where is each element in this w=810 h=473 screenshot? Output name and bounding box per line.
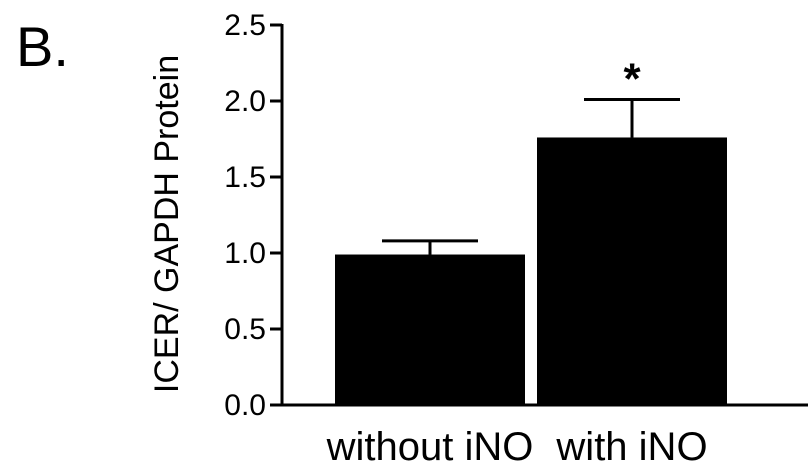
y-ticks: 0.0 0.5 1.0 1.5 2.0 2.5 [224,9,282,422]
bar [537,137,727,406]
y-tick-label: 2.0 [224,85,266,118]
bar [335,254,525,405]
panel-label: B. [16,15,69,78]
error-bars [382,97,680,255]
y-tick-label: 1.5 [224,161,266,194]
bars [335,137,727,406]
y-tick-label: 1.0 [224,237,266,270]
annotations: * [623,54,641,103]
significance-marker: * [623,54,641,103]
y-axis-label: ICER/ GAPDH Protein [148,55,186,393]
x-tick-label: without iNO [326,425,534,469]
x-tick-labels: without iNO with iNO [326,425,708,469]
y-tick-label: 0.0 [224,389,266,422]
y-tick-label: 2.5 [224,9,266,42]
x-tick-label: with iNO [555,425,707,469]
y-tick-label: 0.5 [224,313,266,346]
